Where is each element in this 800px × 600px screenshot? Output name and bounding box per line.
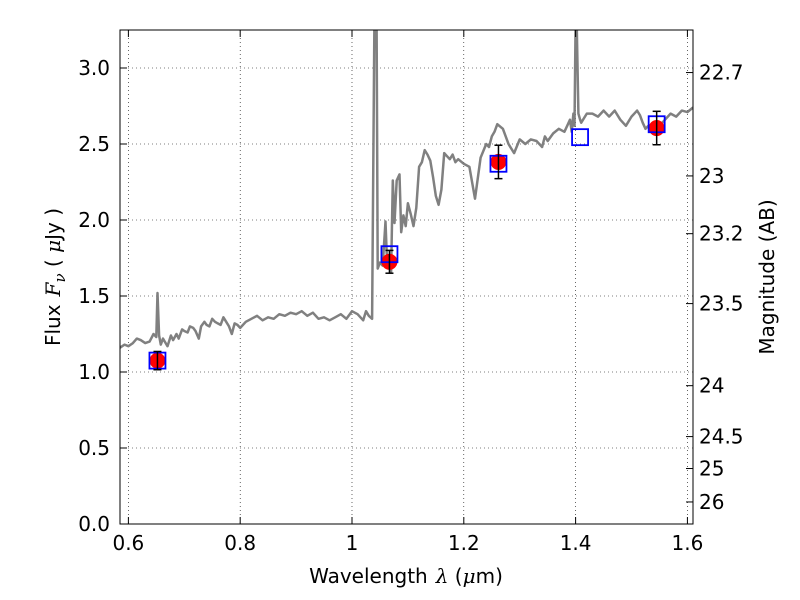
model-box	[571, 128, 589, 147]
y2-tick-label: 23.2	[699, 222, 744, 246]
spectrum-line	[120, 30, 693, 349]
x-tick-label: 1	[346, 531, 359, 555]
x-tick-label: 1.2	[448, 531, 480, 555]
spectrum-series	[120, 30, 693, 349]
y-tick-label: 2.0	[78, 208, 110, 232]
y2-tick-label: 24	[699, 374, 724, 398]
x-tick-label: 0.8	[224, 531, 256, 555]
x-tick-label: 0.6	[112, 531, 144, 555]
x-tick-label: 1.4	[560, 531, 592, 555]
y2-tick-label: 24.5	[699, 425, 744, 449]
y2-axis-label: Magnitude (AB)	[755, 199, 779, 354]
photometry-series	[148, 110, 666, 371]
y-tick-label: 2.5	[78, 132, 110, 156]
y2-tick-label: 22.7	[699, 61, 744, 85]
y-tick-label: 0.5	[78, 436, 110, 460]
plot-frame	[119, 29, 694, 525]
y-axis-label: FluxFν ( μJy )	[41, 208, 69, 346]
y2-tick-label: 25	[699, 457, 724, 481]
y-tick-label: 1.0	[78, 360, 110, 384]
y-tick-label: 0.0	[78, 512, 110, 536]
axis-ticks: 0.6 0.8 1 1.2 1.4 1.6 0.0 0.5 1.0 1.5 2.0 2.5 3.0 22.…	[78, 30, 744, 555]
y2-tick-label: 23	[699, 164, 724, 188]
y-tick-label: 1.5	[78, 284, 110, 308]
x-axis-label: Wavelength λ (μm)	[309, 564, 503, 588]
x-tick-label: 1.6	[672, 531, 704, 555]
y-tick-label: 3.0	[78, 56, 110, 80]
y2-tick-label: 26	[699, 490, 724, 514]
y2-tick-label: 23.5	[699, 292, 744, 316]
